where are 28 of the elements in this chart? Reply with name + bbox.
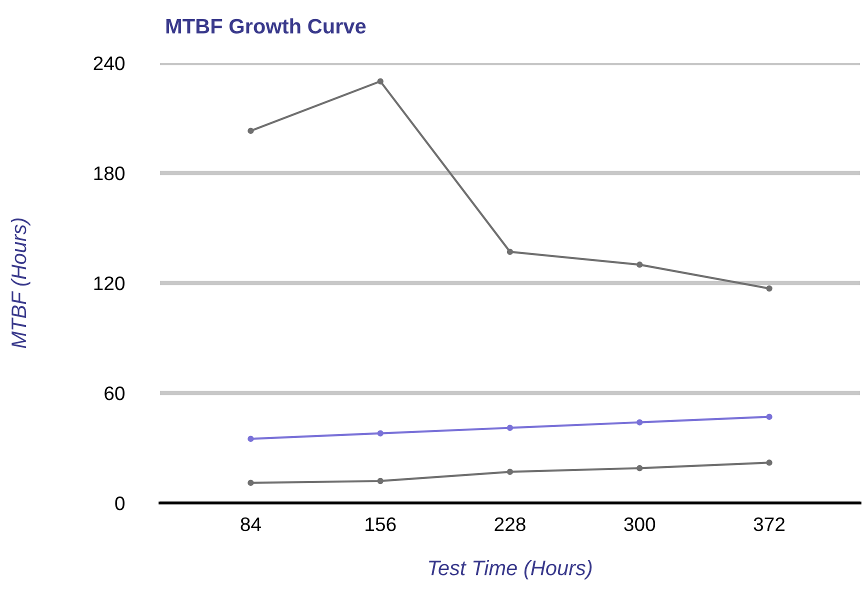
x-tick-label: 372 [754, 517, 785, 532]
chart-title: MTBF Growth Curve [166, 18, 366, 34]
y-tick-label: 180 [94, 166, 125, 180]
point [766, 414, 772, 420]
x-tick-label: 300 [624, 517, 656, 532]
x-tick-label: 156 [366, 517, 396, 532]
point [766, 285, 772, 292]
point [506, 468, 514, 475]
y-tick-label: 240 [94, 56, 125, 70]
point [377, 430, 384, 436]
point [636, 419, 643, 426]
x-axis-title: Test Time (Hours) [429, 560, 592, 580]
point [766, 460, 772, 466]
y-tick-label: 120 [94, 276, 125, 290]
point [248, 128, 254, 134]
y-tick-label: 0 [115, 496, 125, 510]
x-tick-label: 228 [494, 517, 526, 532]
point [636, 465, 643, 472]
y-axis-title: MTBF (Hours) [10, 218, 30, 348]
point [377, 78, 384, 84]
point [506, 424, 514, 431]
y-tick-label: 60 [104, 386, 125, 400]
point [248, 436, 254, 442]
point [506, 248, 514, 255]
point [248, 480, 254, 486]
point [377, 478, 384, 484]
x-tick-label: 84 [240, 517, 261, 532]
point [636, 262, 643, 268]
